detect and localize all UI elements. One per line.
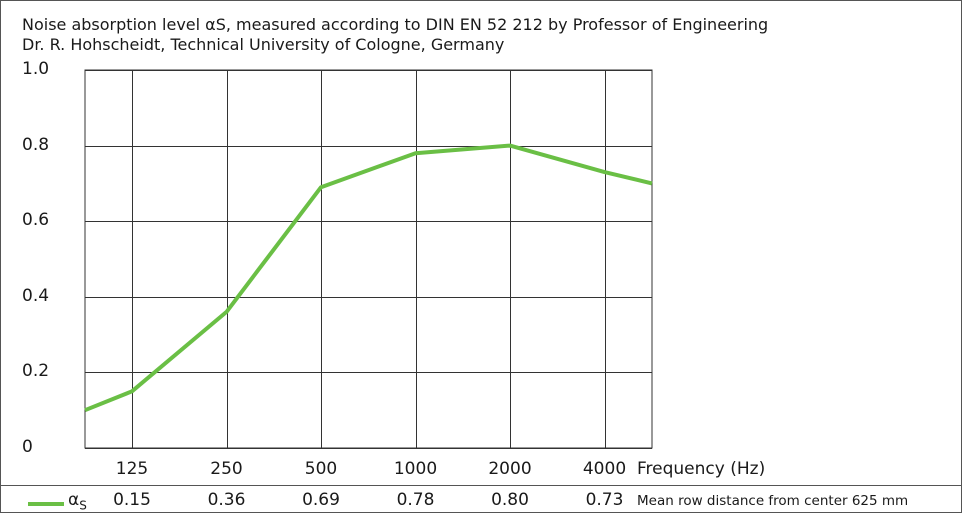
plot-area-border [84,69,653,449]
plot-grid [84,69,653,449]
x-tick-label: 1000 [393,459,438,479]
value-cell: 0.36 [207,490,246,510]
value-cell: 0.78 [396,490,435,510]
legend-symbol-subscript: S [79,498,87,513]
value-cell: 0.80 [491,490,529,510]
series-line-0 [84,143,653,413]
footnote: Mean row distance from center 625 mm [637,493,909,509]
legend-symbol-alpha: α [68,490,80,510]
y-tick-label: 0 [22,437,33,457]
value-cell: 0.69 [302,490,340,510]
x-tick-label: 4000 [582,459,627,479]
legend-swatch [28,502,64,506]
x-tick-label: 250 [210,459,243,479]
value-cell: 0.73 [585,490,624,510]
y-tick-label: 0.4 [22,285,50,306]
y-tick-label: 0.8 [22,134,50,155]
x-tick-label: 125 [115,459,149,479]
x-axis-label: Frequency (Hz) [637,459,766,479]
x-tick-label: 500 [304,459,338,479]
y-tick-label: 0.6 [22,210,50,231]
chart-title-line-2: Dr. R. Hohscheidt, Technical University … [22,35,505,54]
chart-title-line-1: Noise absorption level αS, measured acco… [22,15,769,34]
legend-symbol: αS [68,490,87,512]
x-tick-label: 2000 [488,459,532,479]
y-tick-label: 1.0 [22,59,50,79]
y-tick-label: 0.2 [22,361,50,382]
value-cell: 0.15 [113,490,151,510]
alpha-series-line [84,143,653,413]
